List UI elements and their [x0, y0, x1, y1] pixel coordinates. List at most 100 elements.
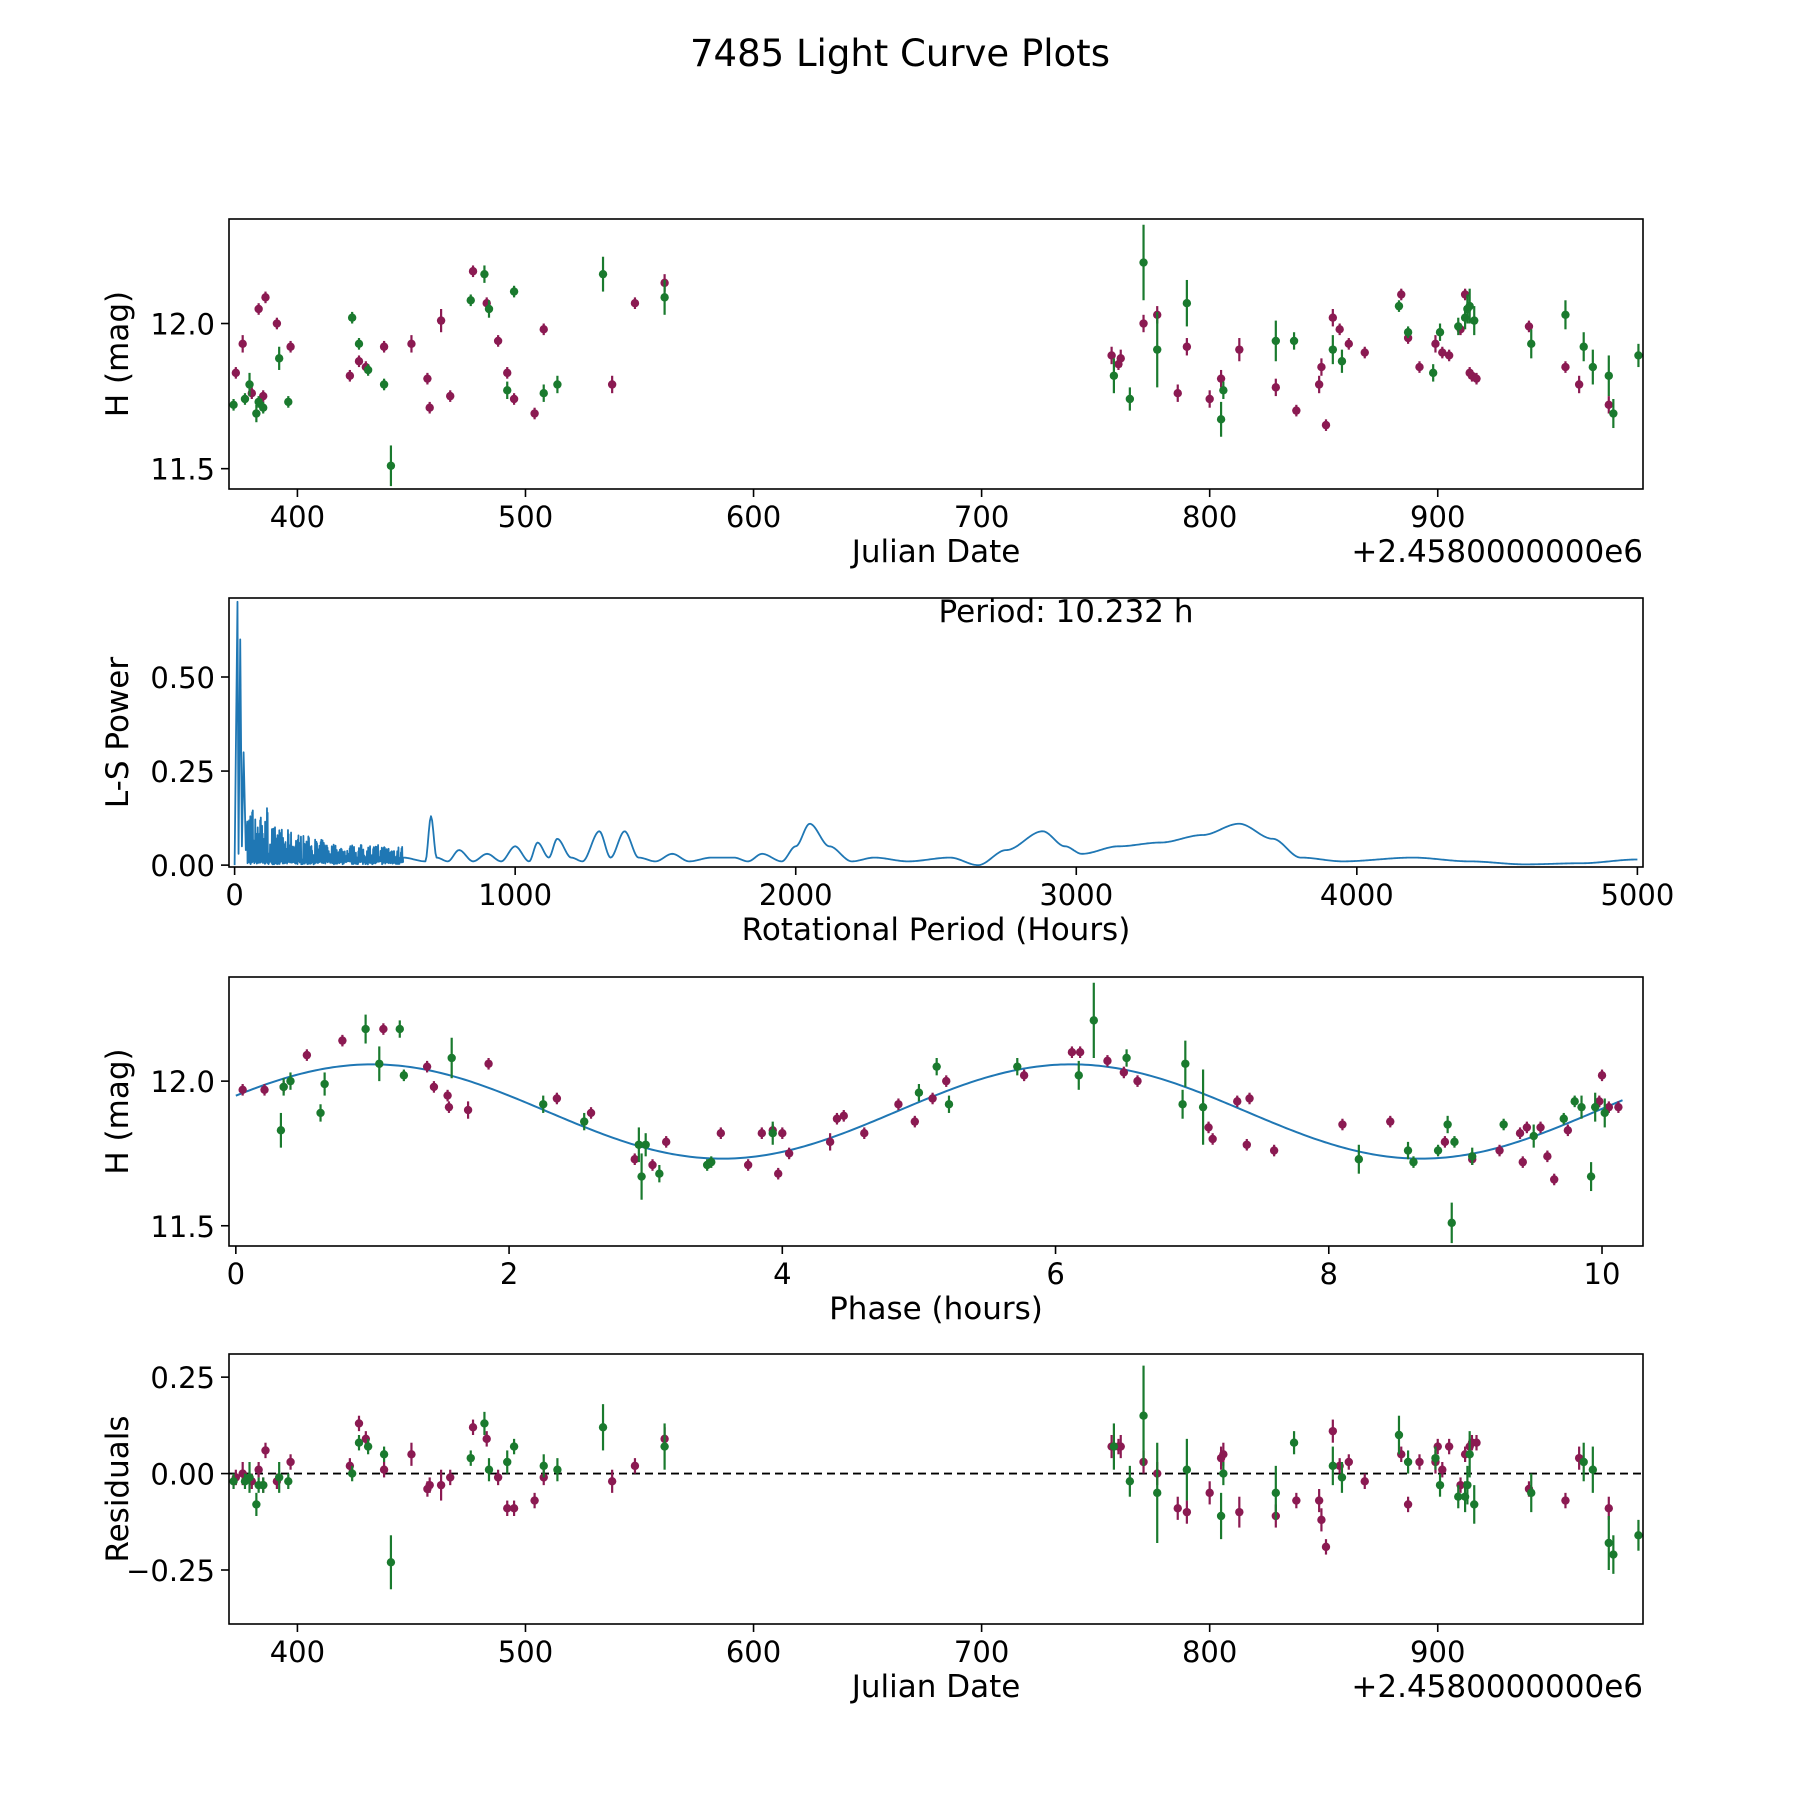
data-point	[1472, 374, 1481, 383]
data-point	[1588, 362, 1598, 372]
data-point	[637, 1172, 646, 1181]
data-point	[1529, 1131, 1538, 1141]
data-point	[1153, 1488, 1162, 1498]
data-point	[1337, 357, 1347, 366]
x-axis-label: Julian Date	[850, 534, 1021, 570]
data-point	[1438, 1465, 1447, 1474]
data-point	[276, 1126, 286, 1135]
data-point	[1465, 1450, 1474, 1459]
data-point	[407, 339, 416, 349]
data-point	[1574, 380, 1584, 389]
data-point	[660, 1442, 669, 1451]
data-point	[284, 1477, 293, 1486]
data-point	[1415, 1457, 1424, 1467]
data-point	[1245, 1094, 1254, 1103]
data-point	[468, 1423, 478, 1432]
data-point	[466, 296, 475, 305]
data-point	[1321, 420, 1331, 430]
data-point	[1182, 342, 1192, 351]
data-point	[1119, 1068, 1129, 1077]
data-point	[1470, 1500, 1479, 1509]
data-point	[354, 1419, 364, 1428]
data-point	[832, 1114, 842, 1123]
axes-frame	[228, 597, 1644, 868]
data-point	[1344, 1457, 1353, 1467]
data-point	[743, 1160, 753, 1170]
data-point	[774, 1169, 783, 1178]
periodogram-line	[233, 600, 1638, 867]
model-curve	[235, 1063, 1623, 1160]
data-point	[272, 319, 282, 328]
data-point	[641, 1140, 650, 1149]
data-point	[757, 1128, 767, 1138]
data-point	[1527, 339, 1536, 349]
data-point	[1536, 1123, 1545, 1132]
data-point	[503, 1457, 512, 1467]
data-point	[768, 1128, 777, 1138]
data-point	[1344, 339, 1353, 349]
data-point	[1067, 1048, 1077, 1057]
data-point	[1609, 1550, 1618, 1559]
data-point	[1109, 371, 1119, 380]
data-point	[1561, 310, 1570, 320]
data-point	[1570, 1097, 1579, 1106]
data-point	[1089, 1016, 1098, 1025]
data-point	[407, 1450, 416, 1459]
data-point	[260, 1085, 269, 1095]
data-point	[1515, 1128, 1525, 1138]
x-tick-label: 600	[726, 500, 781, 534]
data-point	[1216, 415, 1226, 424]
data-point	[423, 374, 432, 383]
data-point	[395, 1024, 404, 1034]
data-point	[607, 1477, 617, 1486]
data-point	[1182, 298, 1192, 308]
data-point	[252, 1500, 261, 1509]
x-tick-label: 2000	[759, 878, 833, 912]
data-point	[1433, 1146, 1443, 1155]
data-point	[229, 400, 238, 410]
data-point	[1208, 1134, 1217, 1144]
data-point	[1153, 345, 1162, 354]
data-point	[345, 371, 355, 380]
data-point	[286, 1457, 295, 1467]
x-tick-label: 10	[1584, 1257, 1621, 1291]
data-point	[1292, 406, 1301, 415]
data-point	[839, 1111, 848, 1121]
data-point	[347, 313, 357, 322]
data-point	[240, 394, 250, 404]
data-point	[914, 1088, 924, 1097]
data-point	[399, 1071, 409, 1080]
data-point	[493, 336, 503, 346]
data-point	[1597, 1071, 1607, 1080]
y-tick-label: 11.5	[150, 453, 215, 487]
data-point	[1524, 322, 1534, 331]
series-magenta	[238, 1023, 1623, 1186]
data-point	[1549, 1175, 1559, 1184]
data-point	[1561, 362, 1570, 372]
data-point	[509, 287, 519, 296]
x-tick-label: 600	[726, 1635, 781, 1669]
x-offset-label: +2.4580000000e6	[1351, 1669, 1643, 1705]
data-point	[1289, 336, 1299, 346]
data-point	[422, 1062, 432, 1071]
series-magenta	[231, 1415, 1613, 1555]
data-point	[825, 1137, 835, 1147]
data-point	[1563, 1126, 1573, 1135]
data-point	[302, 1050, 312, 1060]
data-point	[1444, 351, 1454, 360]
lightcurve-panel: 400 500 600 700 800 900 11.5 12.0 Julian Date H (…	[100, 218, 1644, 570]
data-point	[1233, 1097, 1242, 1106]
data-point	[229, 1477, 238, 1486]
data-point	[1579, 1457, 1588, 1467]
data-point	[446, 391, 455, 401]
x-tick-label: 700	[954, 500, 1009, 534]
y-axis-label: L-S Power	[100, 657, 136, 808]
data-point	[379, 1450, 389, 1459]
data-point	[942, 1076, 951, 1086]
data-point	[1074, 1071, 1083, 1080]
data-point	[320, 1079, 329, 1089]
data-point	[1314, 1496, 1324, 1505]
data-point	[553, 1465, 562, 1474]
data-point	[1559, 1114, 1568, 1123]
